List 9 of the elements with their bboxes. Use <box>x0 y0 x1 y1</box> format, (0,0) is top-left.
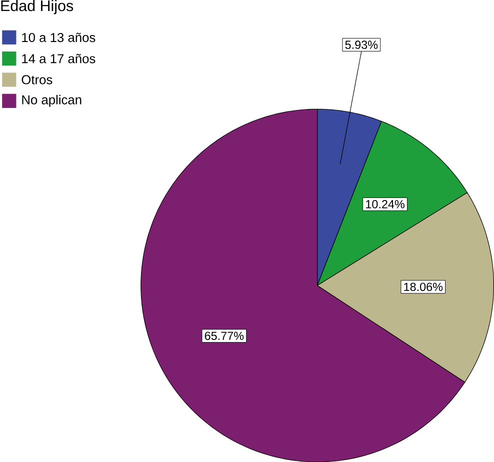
data-label: 10.24% <box>366 200 404 208</box>
data-label: 18.06% <box>404 282 443 291</box>
legend-label: Otros <box>22 75 52 84</box>
legend-label: 14 a 17 años <box>22 54 96 64</box>
data-label: 5.93% <box>345 40 378 49</box>
legend-title: Edad Hijos <box>1 0 74 14</box>
data-label: 65.77% <box>204 332 244 340</box>
legend-label: No aplican <box>22 94 82 107</box>
legend-label: 10 a 13 años <box>22 32 96 42</box>
